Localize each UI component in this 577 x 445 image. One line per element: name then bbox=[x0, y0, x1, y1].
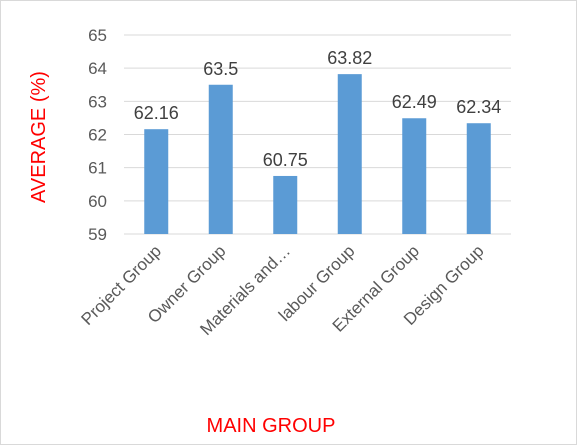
data-label: 62.49 bbox=[392, 92, 437, 112]
y-tick-label: 62 bbox=[88, 126, 107, 145]
data-label: 63.5 bbox=[203, 59, 238, 79]
x-axis-title: MAIN GROUP bbox=[207, 415, 336, 437]
data-labels: 62.16 63.5 60.75 63.82 62.49 62.34 bbox=[134, 48, 502, 170]
bar bbox=[337, 74, 362, 235]
y-axis-title: AVERAGE (%) bbox=[28, 71, 50, 203]
y-tick-label: 64 bbox=[88, 59, 107, 78]
y-axis-ticks: 59 60 61 62 63 64 65 bbox=[88, 26, 107, 244]
y-tick-label: 60 bbox=[88, 192, 107, 211]
data-label: 62.16 bbox=[134, 103, 179, 123]
bars bbox=[144, 74, 491, 235]
data-label: 62.34 bbox=[456, 97, 501, 117]
y-tick-label: 65 bbox=[88, 26, 107, 45]
y-tick-label: 63 bbox=[88, 92, 107, 111]
y-tick-label: 61 bbox=[88, 159, 107, 178]
bar bbox=[466, 123, 491, 234]
gridlines bbox=[124, 34, 511, 235]
bar bbox=[402, 118, 427, 234]
bar bbox=[208, 84, 233, 234]
data-label: 63.82 bbox=[327, 48, 372, 68]
bar bbox=[273, 175, 298, 234]
bar bbox=[144, 129, 169, 234]
y-tick-label: 59 bbox=[88, 225, 107, 244]
data-label: 60.75 bbox=[263, 150, 308, 170]
